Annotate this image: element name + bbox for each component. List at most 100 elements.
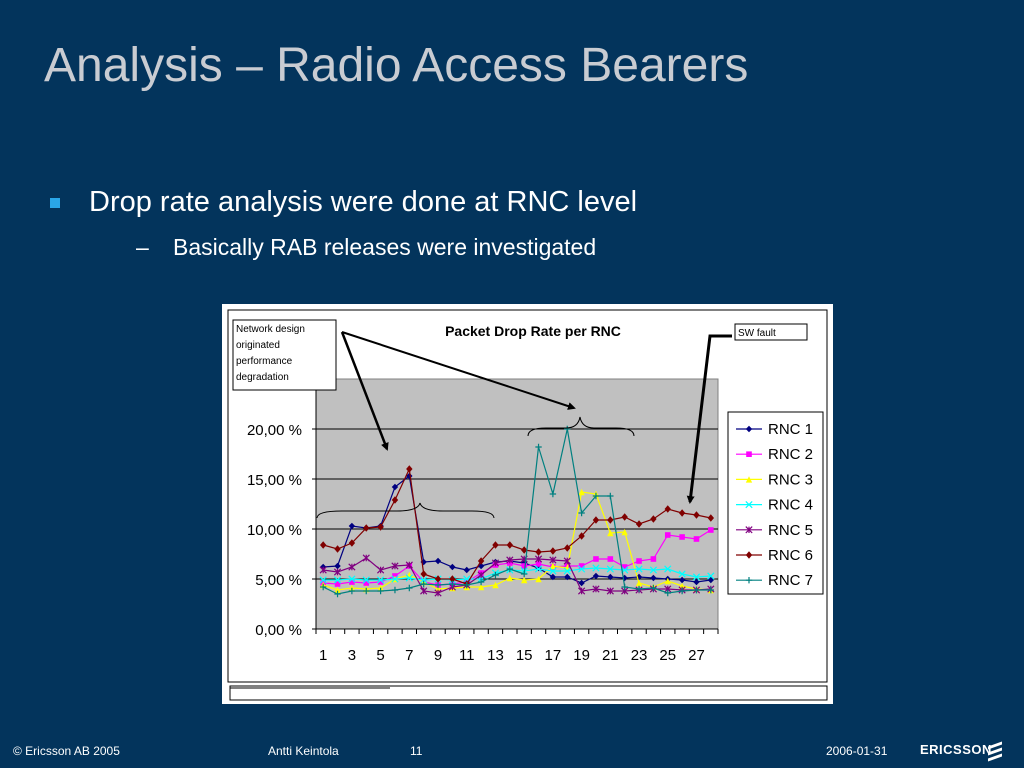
data-point-rnc-3 <box>477 583 485 591</box>
data-point-rnc-6 <box>449 575 456 583</box>
data-point-rnc-7 <box>463 581 470 589</box>
x-tick-label: 15 <box>516 647 533 664</box>
data-point-rnc-6 <box>621 513 628 521</box>
data-point-rnc-5 <box>606 587 614 595</box>
data-point-rnc-7 <box>348 587 356 595</box>
data-point-rnc-2 <box>636 558 642 564</box>
data-point-rnc-2 <box>578 563 585 569</box>
data-point-rnc-7 <box>535 443 542 451</box>
data-point-rnc-6 <box>391 496 399 504</box>
y-tick-label: 10,00 % <box>247 522 302 539</box>
series-line-rnc-1 <box>323 474 711 584</box>
bullet-2-text: Basically RAB releases were investigated <box>173 234 597 260</box>
data-point-rnc-4 <box>577 565 586 573</box>
data-point-rnc-7 <box>635 585 643 593</box>
data-point-rnc-5 <box>333 568 342 576</box>
data-point-rnc-6 <box>635 520 643 528</box>
note-line-3: performance <box>236 356 293 367</box>
x-tick-label: 19 <box>573 647 590 664</box>
data-point-rnc-4 <box>348 575 356 583</box>
data-point-rnc-7 <box>334 590 341 598</box>
note-line-4: degradation <box>236 372 289 383</box>
data-point-rnc-7 <box>391 586 399 594</box>
data-point-rnc-7 <box>664 589 671 597</box>
data-point-rnc-3 <box>334 586 341 594</box>
chart-container: Packet Drop Rate per RNC 0,00 % 5,00 % 10,… <box>222 304 833 704</box>
data-point-rnc-6 <box>592 516 600 524</box>
data-point-rnc-1 <box>635 573 643 581</box>
series-line-rnc-3 <box>323 491 711 591</box>
data-point-rnc-5 <box>420 587 428 595</box>
data-point-rnc-6 <box>564 544 571 552</box>
data-point-rnc-2 <box>593 556 599 562</box>
data-point-rnc-1 <box>391 483 399 491</box>
ericsson-logo-mark-icon <box>988 741 1002 762</box>
data-point-rnc-6 <box>406 465 413 473</box>
data-point-rnc-1 <box>564 573 571 581</box>
data-point-rnc-6 <box>434 575 442 583</box>
data-point-rnc-6 <box>477 557 485 565</box>
x-tick-label: 13 <box>487 647 504 664</box>
data-point-rnc-1 <box>592 572 600 580</box>
sw-fault-note-text: SW fault <box>738 328 776 339</box>
data-point-rnc-7 <box>564 425 571 433</box>
data-point-rnc-6 <box>319 541 327 549</box>
data-point-rnc-1 <box>477 562 485 570</box>
data-point-rnc-5 <box>506 556 514 564</box>
legend-label: RNC 3 <box>768 471 813 488</box>
data-point-rnc-1 <box>607 573 614 581</box>
data-point-rnc-1 <box>463 566 470 574</box>
note-line-2: originated <box>236 340 280 351</box>
footer-copyright: © Ericsson AB 2005 <box>13 744 120 758</box>
y-tick-label: 15,00 % <box>247 472 302 489</box>
data-point-rnc-1 <box>578 579 585 587</box>
data-point-rnc-7 <box>592 492 600 500</box>
data-point-rnc-7 <box>363 587 370 595</box>
chart-bottom-frame <box>229 685 828 701</box>
data-point-rnc-7 <box>707 586 715 594</box>
brace-early <box>316 502 495 519</box>
data-point-rnc-6 <box>607 516 614 524</box>
data-point-rnc-4 <box>678 570 686 578</box>
data-point-rnc-4 <box>376 576 385 584</box>
data-point-rnc-2 <box>607 556 614 562</box>
network-design-note-text: Network design originated performance de… <box>236 324 308 383</box>
data-point-rnc-3 <box>578 488 585 496</box>
x-tick-label: 7 <box>405 647 413 664</box>
data-point-rnc-7 <box>520 570 528 578</box>
data-point-rnc-4 <box>707 572 715 580</box>
x-tick-label: 17 <box>545 647 562 664</box>
data-point-rnc-6 <box>420 570 427 578</box>
data-point-rnc-4 <box>333 576 342 584</box>
data-point-rnc-2 <box>377 579 384 585</box>
data-point-rnc-1 <box>334 562 341 570</box>
note-line-1: Network design <box>236 324 305 335</box>
x-tick-label: 27 <box>688 647 705 664</box>
y-tick-label: 5,00 % <box>255 572 302 589</box>
data-point-rnc-1 <box>621 574 628 582</box>
data-point-rnc-6 <box>348 539 356 547</box>
data-point-rnc-4 <box>549 567 557 575</box>
data-point-rnc-3 <box>607 529 614 537</box>
data-point-rnc-6 <box>492 541 499 549</box>
data-point-rnc-3 <box>492 581 499 589</box>
packet-drop-chart: Packet Drop Rate per RNC 0,00 % 5,00 % 10,… <box>222 304 833 704</box>
legend-marker <box>746 451 752 457</box>
data-point-rnc-7 <box>549 490 557 498</box>
data-point-rnc-5 <box>391 562 399 570</box>
brace-mid <box>527 416 635 437</box>
chart-frame <box>227 309 828 683</box>
data-point-rnc-3 <box>635 579 643 587</box>
legend-marker <box>745 526 753 534</box>
data-point-rnc-4 <box>692 573 701 581</box>
series-line-rnc-5 <box>323 557 711 594</box>
data-point-rnc-1 <box>693 578 700 586</box>
data-point-rnc-4 <box>362 576 370 584</box>
footer-date: 2006-01-31 <box>826 744 888 758</box>
data-point-rnc-2 <box>363 580 370 586</box>
x-tick-label: 23 <box>631 647 648 664</box>
x-tick-label: 25 <box>659 647 676 664</box>
data-point-rnc-4 <box>649 566 658 574</box>
data-point-rnc-1 <box>650 574 657 582</box>
data-point-rnc-7 <box>492 571 499 579</box>
